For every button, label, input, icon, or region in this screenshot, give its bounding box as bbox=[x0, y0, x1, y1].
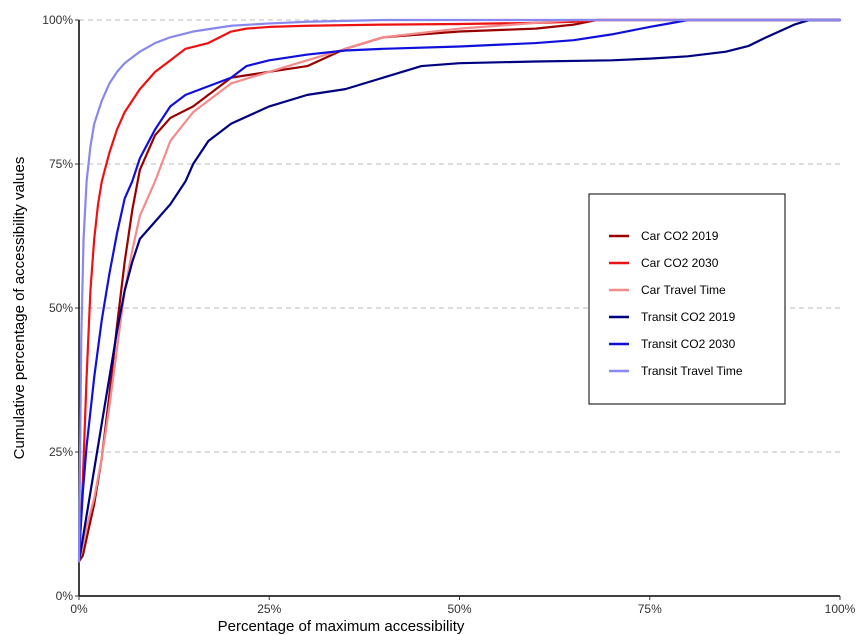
x-tick-label: 25% bbox=[257, 602, 281, 616]
y-axis-title: Cumulative percentage of accessibility v… bbox=[11, 157, 28, 460]
legend-label: Car CO2 2030 bbox=[641, 256, 719, 270]
y-tick-label: 75% bbox=[49, 157, 73, 171]
x-axis-title: Percentage of maximum accessibility bbox=[218, 618, 465, 635]
series-line-car-co2-2030 bbox=[77, 18, 842, 563]
series-line-transit-co2-2030 bbox=[77, 18, 842, 557]
x-tick-label: 50% bbox=[447, 602, 471, 616]
series-line-transit-travel-time bbox=[77, 18, 842, 563]
y-tick-label: 25% bbox=[49, 445, 73, 459]
x-tick-label: 100% bbox=[825, 602, 856, 616]
x-tick-label: 75% bbox=[638, 602, 662, 616]
tick-labels: 0% 25% 50% 75% 100% 0% 25% 50% 75% 100% bbox=[42, 13, 855, 616]
x-tick-label: 0% bbox=[70, 602, 88, 616]
legend-label: Transit CO2 2019 bbox=[641, 310, 736, 324]
legend-label: Transit CO2 2030 bbox=[641, 337, 736, 351]
series-lines bbox=[77, 18, 842, 563]
series-line-car-travel-time bbox=[77, 18, 842, 563]
legend: Car CO2 2019 Car CO2 2030 Car Travel Time T… bbox=[588, 193, 786, 405]
y-tick-label: 100% bbox=[42, 13, 73, 27]
legend-label: Car CO2 2019 bbox=[641, 229, 719, 243]
y-tick-label: 0% bbox=[56, 589, 74, 603]
series-line-transit-co2-2019 bbox=[77, 18, 842, 563]
legend-label: Transit Travel Time bbox=[641, 364, 743, 378]
legend-label: Car Travel Time bbox=[641, 283, 726, 297]
y-tick-label: 50% bbox=[49, 301, 73, 315]
legend-box bbox=[588, 193, 786, 405]
